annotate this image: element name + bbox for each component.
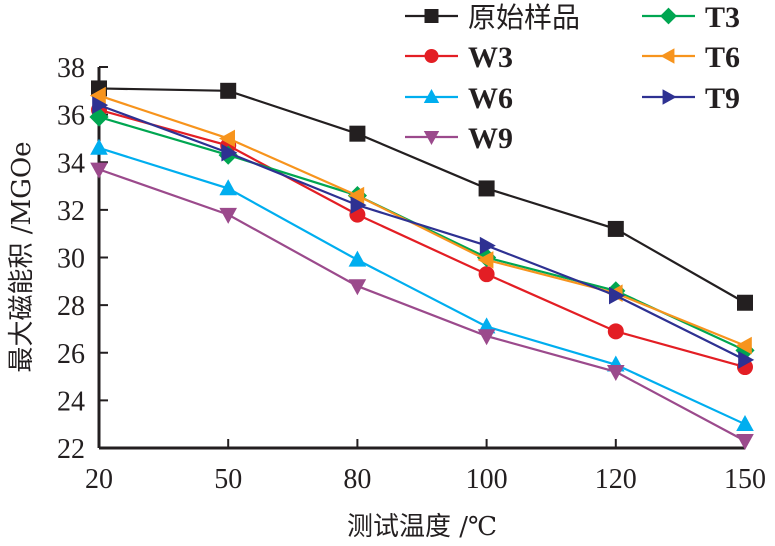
data-point xyxy=(736,434,754,451)
legend-label: 原始样品 xyxy=(468,1,580,34)
data-point xyxy=(348,186,365,205)
y-tick-label: 24 xyxy=(57,386,85,417)
legend-marker xyxy=(423,88,440,103)
data-point xyxy=(89,86,106,105)
legend-label: W6 xyxy=(468,82,513,115)
y-tick-label: 38 xyxy=(57,53,85,84)
data-point xyxy=(607,220,624,237)
legend-marker xyxy=(423,131,440,146)
x-tick-label: 120 xyxy=(595,464,637,495)
legend: 原始样品 W3 W6 W9 T3 T6 T9 xyxy=(405,1,740,155)
y-tick-label: 22 xyxy=(57,434,85,465)
legend-label: T6 xyxy=(705,41,740,74)
legend-marker xyxy=(662,89,677,105)
legend-marker xyxy=(660,48,675,64)
data-point xyxy=(221,143,238,162)
series-7 xyxy=(92,96,755,369)
data-point xyxy=(478,180,495,197)
legend-label: W9 xyxy=(468,122,513,155)
series-line xyxy=(98,108,746,369)
series-line xyxy=(98,87,746,304)
series-1 xyxy=(91,80,753,311)
legend-item: T3 xyxy=(642,1,740,34)
y-axis-title: 最大磁能积 /MGOe xyxy=(7,141,37,372)
series-line xyxy=(98,104,746,361)
y-tick-label: 30 xyxy=(57,244,85,275)
y-tick-label: 28 xyxy=(57,291,85,322)
data-point xyxy=(350,196,367,214)
data-point xyxy=(90,138,108,155)
series-line xyxy=(98,94,746,347)
series-3 xyxy=(90,138,754,431)
legend-marker xyxy=(424,49,439,63)
data-point xyxy=(737,294,753,311)
legend-label: W3 xyxy=(468,41,513,74)
data-point xyxy=(90,162,108,179)
x-tick-label: 20 xyxy=(85,464,113,495)
legend-marker xyxy=(660,7,677,25)
x-axis-title: 测试温度 /℃ xyxy=(347,512,497,542)
data-point xyxy=(735,336,752,355)
data-point xyxy=(738,351,755,369)
legend-label: T9 xyxy=(705,82,740,115)
data-point xyxy=(349,125,366,142)
legend-item: W6 xyxy=(405,82,513,115)
y-tick-label: 32 xyxy=(57,196,85,227)
legend-marker xyxy=(424,9,439,23)
y-tick-label: 36 xyxy=(57,101,85,132)
legend-item: T6 xyxy=(642,41,740,74)
series-layer xyxy=(89,80,755,451)
data-point xyxy=(607,323,624,340)
data-point xyxy=(220,82,237,99)
y-axis-ticks: 22 24 26 28 30 32 34 36 38 xyxy=(57,53,108,465)
data-point xyxy=(219,129,235,148)
axes xyxy=(97,67,745,450)
data-point xyxy=(219,207,237,224)
series-line xyxy=(98,168,746,442)
legend-item: W9 xyxy=(405,122,513,155)
x-tick-label: 80 xyxy=(343,464,371,495)
data-point xyxy=(92,96,109,114)
legend-label: T3 xyxy=(705,1,740,34)
legend-item: 原始样品 xyxy=(405,1,580,34)
data-point xyxy=(607,365,625,381)
data-point xyxy=(609,286,625,305)
series-5 xyxy=(89,107,755,360)
data-point xyxy=(736,414,754,431)
legend-item: T9 xyxy=(642,82,740,115)
series-4 xyxy=(90,162,754,451)
series-line xyxy=(98,146,746,426)
data-point xyxy=(477,329,496,346)
data-point xyxy=(477,251,494,269)
x-tick-label: 50 xyxy=(214,464,242,495)
x-tick-label: 150 xyxy=(724,464,766,495)
data-point xyxy=(348,279,367,296)
y-tick-label: 34 xyxy=(57,148,85,179)
series-line xyxy=(98,115,746,352)
data-point xyxy=(219,179,237,196)
data-point xyxy=(479,236,496,255)
x-tick-label: 100 xyxy=(466,464,508,495)
y-tick-label: 26 xyxy=(57,339,85,370)
data-point xyxy=(478,266,495,283)
x-axis-ticks: 20 50 80 100 120 150 xyxy=(85,439,766,495)
legend-item: W3 xyxy=(405,41,513,74)
data-point xyxy=(348,250,367,267)
